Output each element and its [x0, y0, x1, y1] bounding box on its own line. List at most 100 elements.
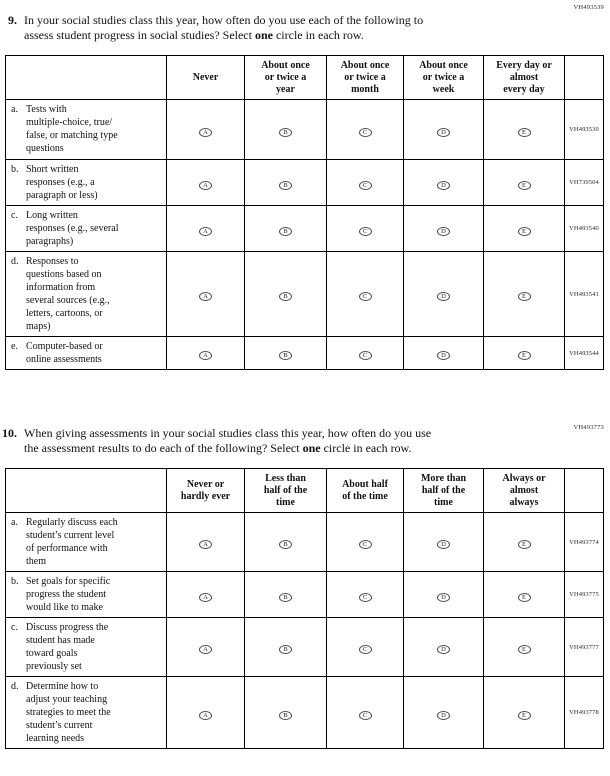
- option-bubble-c[interactable]: C: [358, 292, 372, 301]
- table-row: e. Computer-based or online assessments A…: [5, 336, 604, 370]
- option-bubble-c[interactable]: C: [358, 540, 372, 549]
- q10-b-opt-cell: D: [403, 571, 484, 618]
- row-code: VH493774: [564, 512, 604, 572]
- q10-d-opt-cell: D: [403, 676, 484, 749]
- option-bubble-e[interactable]: E: [517, 127, 531, 137]
- row-label-text: Discuss progress the student has made to…: [26, 622, 109, 672]
- row-code: VH739504: [564, 159, 604, 206]
- option-bubble-e[interactable]: E: [517, 592, 531, 602]
- question-9: 9. In your social studies class this yea…: [0, 0, 610, 42]
- q10-a-opt-cell: B: [244, 512, 327, 572]
- q10-b-opt-cell: A: [166, 571, 245, 618]
- q9-c-opt-cell: D: [403, 205, 484, 252]
- option-bubble-c[interactable]: C: [358, 180, 372, 190]
- q10-col-less-than-half: Less than half of the time: [244, 468, 327, 513]
- option-bubble-d[interactable]: D: [437, 540, 450, 549]
- q10-d-opt-cell: C: [326, 676, 404, 749]
- option-bubble-a[interactable]: A: [199, 540, 212, 549]
- q10-row-b-label: b. Set goals for specific progress the st…: [5, 571, 167, 618]
- option-bubble-b[interactable]: B: [279, 592, 292, 602]
- q9-b-opt-cell: C: [326, 159, 404, 206]
- q9-col-never: Never: [166, 55, 245, 100]
- q9-a-opt-cell: A: [166, 99, 245, 160]
- option-bubble-b[interactable]: B: [279, 710, 292, 720]
- q9-row-c-label: c. Long written responses (e.g., several …: [5, 205, 167, 252]
- row-letter: a.: [11, 517, 18, 528]
- option-bubble-b[interactable]: B: [279, 645, 292, 654]
- q10-c-opt-cell: B: [244, 617, 327, 677]
- row-label-text: Responses to questions based on informat…: [26, 256, 110, 332]
- q9-b-opt-cell: B: [244, 159, 327, 206]
- row-code: VH493777: [564, 617, 604, 677]
- option-bubble-d[interactable]: D: [437, 127, 450, 137]
- table-row: a. Tests with multiple-choice, true/ fals…: [5, 99, 604, 160]
- q10-a-opt-cell: E: [483, 512, 565, 572]
- option-bubble-d[interactable]: D: [437, 292, 450, 301]
- option-bubble-c[interactable]: C: [358, 226, 372, 236]
- option-bubble-c[interactable]: C: [358, 592, 372, 602]
- option-bubble-b[interactable]: B: [279, 540, 292, 549]
- table-row: b. Set goals for specific progress the st…: [5, 571, 604, 618]
- option-bubble-d[interactable]: D: [437, 710, 450, 720]
- option-bubble-a[interactable]: A: [199, 180, 212, 190]
- q9-row-e-label: e. Computer-based or online assessments: [5, 336, 167, 370]
- q10-d-opt-cell: B: [244, 676, 327, 749]
- option-bubble-b[interactable]: B: [279, 180, 292, 190]
- option-bubble-c[interactable]: C: [358, 351, 372, 360]
- q10-row-a-label: a. Regularly discuss each student’s curre…: [5, 512, 167, 572]
- question-10-prompt-bold: one: [302, 440, 321, 455]
- option-bubble-d[interactable]: D: [437, 180, 450, 190]
- option-bubble-e[interactable]: E: [517, 645, 531, 654]
- option-bubble-c[interactable]: C: [358, 710, 372, 720]
- row-code: VH493541: [564, 251, 604, 337]
- option-bubble-c[interactable]: C: [358, 127, 372, 137]
- option-bubble-b[interactable]: B: [279, 127, 292, 137]
- q9-header-code-blank: [564, 55, 604, 100]
- option-bubble-d[interactable]: D: [437, 226, 450, 236]
- row-letter: d.: [11, 256, 19, 267]
- option-bubble-d[interactable]: D: [437, 592, 450, 602]
- table-row: c. Long written responses (e.g., several …: [5, 205, 604, 252]
- option-bubble-e[interactable]: E: [517, 710, 531, 720]
- question-10: 10. When giving assessments in your soci…: [0, 426, 610, 455]
- q9-col-every-day: Every day or almost every day: [483, 55, 565, 100]
- option-bubble-e[interactable]: E: [517, 351, 531, 360]
- option-bubble-a[interactable]: A: [199, 351, 212, 360]
- row-code: VH493778: [564, 676, 604, 749]
- q9-a-opt-cell: B: [244, 99, 327, 160]
- option-bubble-e[interactable]: E: [517, 180, 531, 190]
- q10-response-table: Never or hardly ever Less than half of t…: [5, 468, 604, 749]
- q9-c-opt-cell: B: [244, 205, 327, 252]
- option-bubble-e[interactable]: E: [517, 292, 531, 301]
- row-code: VH493775: [564, 571, 604, 618]
- question-9-code: VH493539: [573, 4, 604, 11]
- row-label-text: Regularly discuss each student’s current…: [26, 517, 118, 567]
- option-bubble-d[interactable]: D: [437, 351, 450, 360]
- question-10-code: VH493773: [573, 424, 604, 431]
- q10-a-opt-cell: A: [166, 512, 245, 572]
- question-10-prompt: When giving assessments in your social s…: [24, 426, 565, 455]
- option-bubble-e[interactable]: E: [517, 226, 531, 236]
- option-bubble-d[interactable]: D: [437, 645, 450, 654]
- q9-d-opt-cell: A: [166, 251, 245, 337]
- option-bubble-b[interactable]: B: [279, 292, 292, 301]
- option-bubble-b[interactable]: B: [279, 351, 292, 360]
- q9-header-row: Never About once or twice a year About o…: [5, 55, 604, 100]
- q10-b-opt-cell: C: [326, 571, 404, 618]
- option-bubble-a[interactable]: A: [199, 645, 212, 654]
- option-bubble-a[interactable]: A: [199, 127, 212, 137]
- q10-d-opt-cell: E: [483, 676, 565, 749]
- q10-col-more-than-half: More than half of the time: [403, 468, 484, 513]
- q10-d-opt-cell: A: [166, 676, 245, 749]
- option-bubble-a[interactable]: A: [199, 710, 212, 720]
- option-bubble-e[interactable]: E: [517, 540, 531, 549]
- q9-a-opt-cell: C: [326, 99, 404, 160]
- row-label-text: Set goals for specific progress the stud…: [26, 576, 111, 613]
- option-bubble-b[interactable]: B: [279, 226, 292, 236]
- option-bubble-a[interactable]: A: [199, 592, 212, 602]
- row-letter: c.: [11, 210, 18, 221]
- option-bubble-a[interactable]: A: [199, 292, 212, 301]
- option-bubble-c[interactable]: C: [358, 645, 372, 654]
- option-bubble-a[interactable]: A: [199, 226, 212, 236]
- q10-b-opt-cell: B: [244, 571, 327, 618]
